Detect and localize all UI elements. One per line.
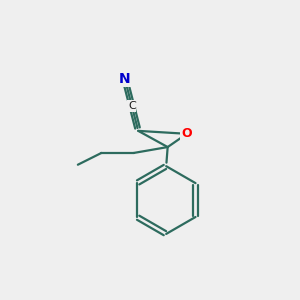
Text: C: C xyxy=(128,101,136,111)
Text: N: N xyxy=(119,72,131,86)
Text: O: O xyxy=(182,127,192,140)
